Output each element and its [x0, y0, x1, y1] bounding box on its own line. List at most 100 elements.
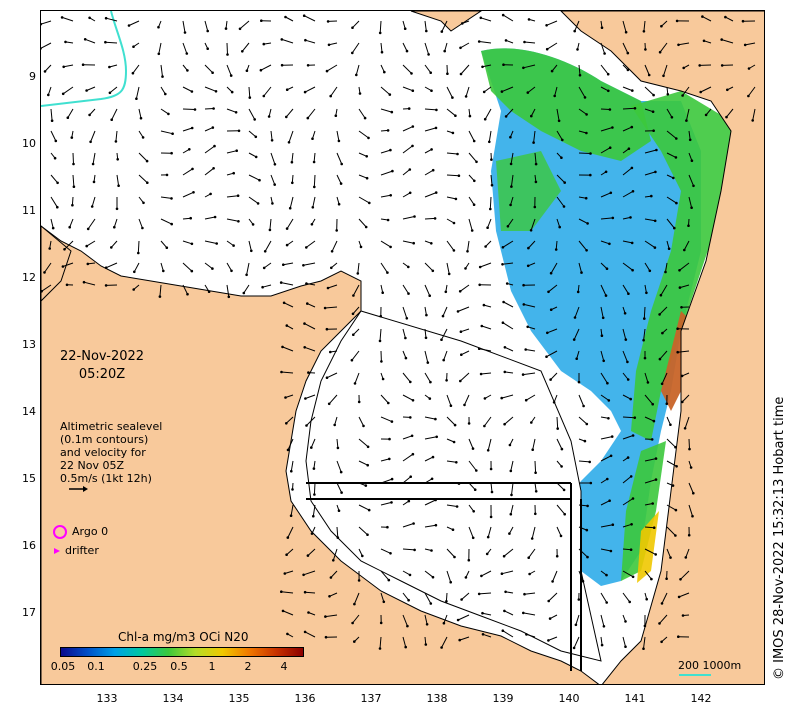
velocity-arrow: [62, 262, 74, 267]
velocity-arrow-head: [329, 350, 332, 354]
velocity-arrow: [531, 526, 536, 539]
velocity-arrow-head: [653, 219, 657, 223]
velocity-arrow-head: [388, 437, 391, 441]
velocity-arrow-head: [137, 251, 140, 255]
velocity-arrow: [659, 614, 668, 624]
velocity-arrow: [270, 130, 273, 141]
velocity-arrow: [291, 152, 294, 163]
velocity-arrow-head: [237, 220, 240, 223]
velocity-arrow: [511, 482, 514, 495]
velocity-arrow: [402, 372, 411, 383]
velocity-arrow-head: [533, 205, 537, 209]
lat-label: 17: [22, 606, 36, 619]
velocity-arrow-head: [585, 113, 588, 116]
velocity-arrow: [684, 416, 690, 429]
velocity-arrow-head: [213, 144, 216, 148]
velocity-arrow: [380, 284, 384, 293]
velocity-arrow-head: [488, 140, 491, 144]
velocity-arrow: [424, 436, 437, 440]
velocity-arrow-head: [440, 30, 444, 33]
velocity-arrow: [353, 592, 360, 605]
velocity-arrow-head: [425, 313, 428, 317]
velocity-arrow-head: [262, 266, 266, 270]
velocity-arrow-head: [430, 148, 433, 151]
velocity-arrow-head: [429, 602, 433, 605]
velocity-arrow-head: [284, 15, 287, 19]
velocity-arrow: [524, 41, 536, 44]
velocity-arrow-head: [430, 89, 433, 92]
velocity-arrow: [441, 636, 448, 648]
velocity-arrow-head: [527, 18, 531, 21]
velocity-arrow-head: [677, 635, 680, 638]
velocity-arrow: [116, 174, 120, 186]
velocity-arrow-head: [626, 360, 629, 364]
velocity-arrow-head: [380, 50, 384, 54]
velocity-arrow-head: [551, 580, 554, 583]
velocity-arrow: [502, 14, 514, 22]
velocity-arrow-head: [562, 205, 566, 208]
velocity-arrow-head: [224, 27, 228, 30]
velocity-arrow-head: [666, 93, 670, 96]
velocity-arrow-head: [62, 65, 65, 69]
velocity-arrow-head: [328, 595, 331, 598]
velocity-arrow-head: [117, 184, 120, 187]
velocity-arrow-head: [478, 265, 482, 269]
velocity-arrow-head: [286, 536, 290, 539]
velocity-arrow: [600, 372, 608, 384]
velocity-arrow-head: [407, 598, 410, 602]
velocity-arrow: [402, 20, 406, 29]
velocity-arrow: [380, 570, 390, 581]
velocity-arrow-head: [92, 180, 96, 184]
velocity-arrow: [424, 217, 436, 220]
velocity-arrow: [556, 218, 561, 228]
velocity-arrow-head: [458, 290, 462, 293]
velocity-arrow: [325, 614, 338, 618]
velocity-arrow-head: [411, 125, 415, 128]
velocity-arrow: [600, 394, 610, 401]
map-datetime: 22-Nov-2022 05:20Z: [60, 348, 144, 384]
velocity-arrow-head: [141, 226, 144, 230]
velocity-arrow-head: [250, 249, 253, 253]
velocity-arrow: [622, 126, 633, 132]
velocity-arrow: [573, 328, 580, 340]
velocity-arrow: [550, 372, 558, 380]
velocity-arrow-head: [642, 30, 646, 33]
velocity-arrow-head: [659, 293, 663, 297]
velocity-arrow: [50, 196, 58, 208]
velocity-arrow-head: [325, 327, 329, 331]
velocity-arrow-head: [451, 528, 455, 531]
velocity-arrow: [547, 328, 558, 334]
velocity-arrow: [305, 394, 316, 399]
velocity-arrow: [63, 64, 74, 68]
velocity-arrow: [644, 458, 657, 462]
velocity-arrow-head: [652, 129, 655, 132]
velocity-arrow: [468, 438, 474, 449]
velocity-arrow-head: [704, 113, 708, 117]
velocity-arrow: [556, 526, 562, 537]
velocity-arrow: [89, 108, 96, 116]
velocity-arrow: [281, 38, 294, 44]
velocity-arrow: [524, 592, 536, 595]
velocity-arrow-head: [524, 348, 527, 351]
velocity-arrow-head: [654, 457, 658, 460]
velocity-arrow-head: [288, 206, 292, 210]
velocity-arrow: [290, 504, 294, 516]
velocity-arrow: [622, 240, 633, 244]
velocity-arrow: [281, 282, 294, 286]
velocity-arrow-head: [405, 317, 409, 320]
velocity-arrow-head: [642, 338, 645, 342]
velocity-arrow: [312, 504, 316, 517]
velocity-arrow: [313, 152, 316, 163]
velocity-arrow: [622, 435, 634, 440]
velocity-arrow: [160, 130, 173, 135]
map-area[interactable]: [40, 10, 765, 685]
velocity-arrow-head: [562, 488, 566, 492]
velocity-arrow: [578, 262, 582, 273]
velocity-arrow-head: [522, 611, 525, 615]
velocity-arrow-head: [675, 465, 678, 468]
velocity-arrow-head: [554, 248, 558, 251]
velocity-arrow: [666, 416, 671, 425]
lat-label: 10: [22, 137, 36, 150]
velocity-arrow-head: [584, 196, 588, 200]
velocity-arrow-head: [88, 16, 91, 20]
